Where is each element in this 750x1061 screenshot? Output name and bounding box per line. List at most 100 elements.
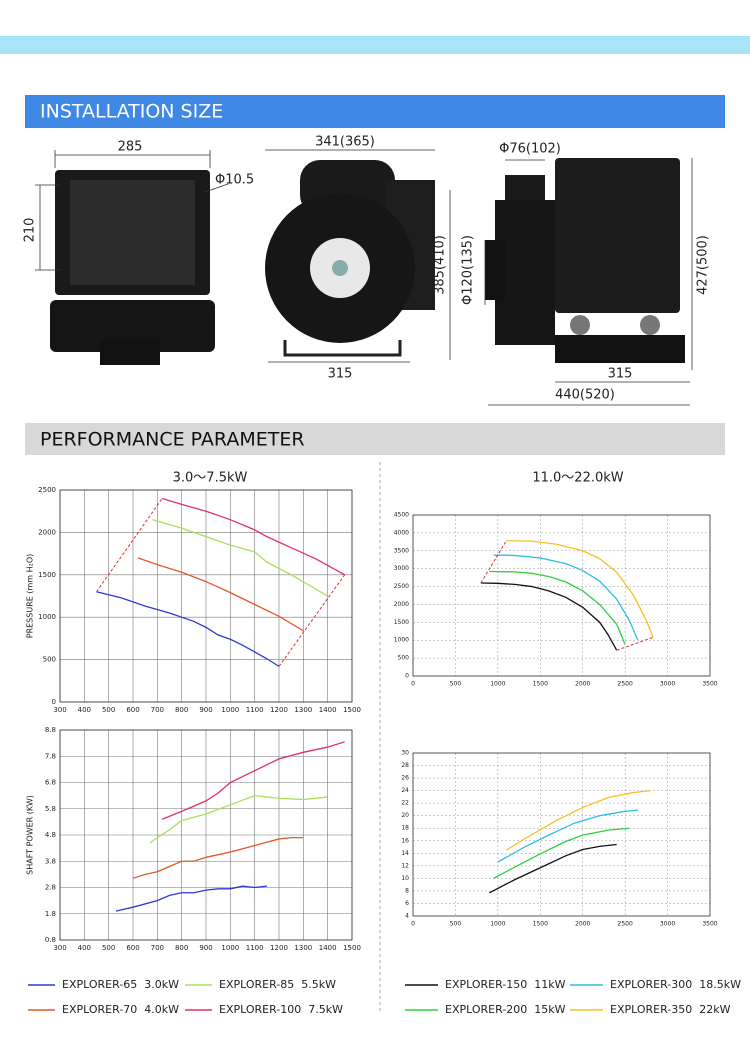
series-line [497,809,638,863]
dimension-label: 427(500) [696,235,711,295]
front-view [35,150,229,365]
y-tick-label: 1.8 [45,910,56,918]
y-tick-label: 0 [52,698,56,706]
x-tick-label: 1500 [343,706,361,714]
y-tick-label: 500 [43,656,56,664]
x-tick-label: 1000 [490,681,505,688]
x-tick-label: 500 [102,706,115,714]
y-tick-label: 5.8 [45,805,56,813]
section-bar [25,95,725,128]
top-band [0,36,750,54]
group-title: 11.0～22.0kW [532,471,623,486]
x-tick-label: 0 [411,681,415,688]
y-tick-label: 1000 [394,637,409,644]
x-tick-label: 1500 [533,921,548,928]
series-line [149,794,328,844]
dimension-label: Φ10.5 [215,173,254,188]
x-tick-label: 3000 [660,921,675,928]
section-title: INSTALLATION SIZE [40,101,223,123]
legend-label: EXPLORER-85 5.5kW [219,978,336,991]
y-tick-label: 1500 [394,619,409,626]
legend-label: EXPLORER-350 22kW [610,1003,731,1016]
plot-frame [412,752,711,917]
y-tick-label: 1000 [38,613,56,621]
y-tick-label: 2.8 [45,884,56,892]
x-tick-label: 1100 [246,944,264,952]
x-tick-label: 1200 [270,944,288,952]
dimension-label: 440(520) [555,388,615,403]
series-line [480,582,618,651]
y-tick-label: 2000 [38,528,56,536]
x-tick-label: 1500 [533,681,548,688]
x-tick-label: 400 [78,706,91,714]
dimension-label: 210 [23,218,38,243]
y-tick-label: 3.8 [45,857,56,865]
y-tick-label: 3500 [394,547,409,554]
x-tick-label: 2000 [575,681,590,688]
y-tick-label: 4500 [394,512,409,519]
y-tick-label: 7.8 [45,752,56,760]
y-tick-label: 16 [401,837,409,844]
x-tick-label: 1000 [490,921,505,928]
y-tick-label: 0 [405,673,409,680]
series-line [162,497,346,576]
series-line [137,557,304,632]
y-tick-label: 4 [405,913,409,920]
x-tick-label: 500 [102,944,115,952]
y-tick-label: 2500 [38,486,56,494]
y-tick-label: 14 [401,850,409,857]
x-tick-label: 2500 [618,921,633,928]
series-line [493,554,639,641]
legend-label: EXPLORER-70 4.0kW [62,1003,179,1016]
series-line [96,591,280,667]
legend-label: EXPLORER-65 3.0kW [62,978,179,991]
x-tick-label: 300 [53,706,66,714]
dimension-label: 385(410) [433,235,448,295]
x-tick-label: 3000 [660,681,675,688]
series-line [489,570,626,645]
x-tick-label: 400 [78,944,91,952]
y-axis-label: SHAFT POWER (KW) [26,795,35,875]
y-tick-label: 12 [401,862,409,869]
legend-label: EXPLORER-300 18.5kW [610,978,741,991]
y-tick-label: 28 [401,762,409,769]
x-tick-label: 3500 [702,921,717,928]
x-tick-label: 2500 [618,681,633,688]
series-line [506,789,651,851]
x-tick-label: 600 [126,706,139,714]
legend-label: EXPLORER-150 11kW [445,978,566,991]
y-tick-label: 4.8 [45,831,56,839]
x-tick-label: 1000 [221,944,239,952]
dimension-label: Φ120(135) [461,235,476,305]
x-tick-label: 3500 [702,681,717,688]
section-title: PERFORMANCE PARAMETER [40,429,305,451]
y-tick-label: 0.8 [45,936,56,944]
x-tick-label: 1000 [221,706,239,714]
series-line [115,885,267,912]
envelope-line [480,540,507,584]
dimension-label: 315 [608,367,633,382]
series-line [493,827,630,879]
y-axis-label: PRESSURE (mm H₂O) [26,554,35,639]
x-tick-label: 700 [151,706,164,714]
y-tick-label: 3000 [394,565,409,572]
dimension-label: 341(365) [315,135,375,150]
envelope-line [616,636,654,651]
y-tick-label: 1500 [38,571,56,579]
y-tick-label: 8.8 [45,726,56,734]
x-tick-label: 900 [199,706,212,714]
y-tick-label: 20 [401,812,409,819]
x-tick-label: 700 [151,944,164,952]
x-tick-label: 1200 [270,706,288,714]
x-tick-label: 500 [450,921,462,928]
x-tick-label: 1400 [319,944,337,952]
x-tick-label: 0 [411,921,415,928]
x-tick-label: 1400 [319,706,337,714]
plot-frame [59,729,353,941]
y-tick-label: 24 [401,787,409,794]
y-tick-label: 8 [405,887,409,894]
x-tick-label: 1500 [343,944,361,952]
y-tick-label: 6 [405,900,409,907]
x-tick-label: 800 [175,944,188,952]
